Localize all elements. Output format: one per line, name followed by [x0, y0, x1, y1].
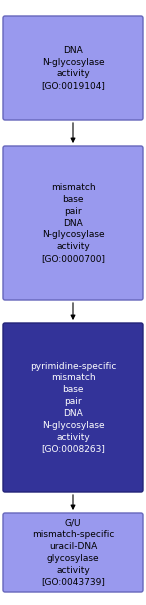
Text: DNA
N-glycosylase
activity
[GO:0019104]: DNA N-glycosylase activity [GO:0019104] [41, 46, 105, 90]
FancyBboxPatch shape [3, 16, 143, 120]
FancyBboxPatch shape [3, 146, 143, 300]
Text: G/U
mismatch-specific
uracil-DNA
glycosylase
activity
[GO:0043739]: G/U mismatch-specific uracil-DNA glycosy… [32, 518, 114, 586]
FancyBboxPatch shape [3, 513, 143, 592]
Text: mismatch
base
pair
DNA
N-glycosylase
activity
[GO:0000700]: mismatch base pair DNA N-glycosylase act… [41, 183, 105, 263]
FancyBboxPatch shape [3, 323, 143, 492]
Text: pyrimidine-specific
mismatch
base
pair
DNA
N-glycosylase
activity
[GO:0008263]: pyrimidine-specific mismatch base pair D… [30, 362, 116, 453]
